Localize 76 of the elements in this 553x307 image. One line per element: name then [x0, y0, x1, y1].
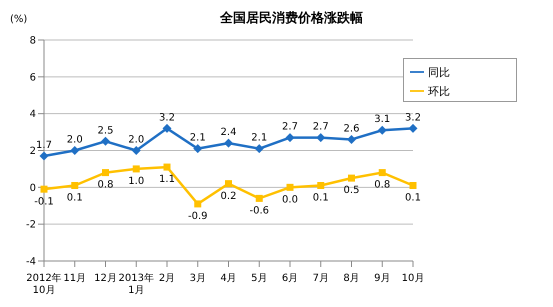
point — [71, 182, 78, 189]
data-label: 1.0 — [128, 176, 144, 188]
data-label: 2.0 — [128, 134, 144, 146]
data-label: 2.6 — [344, 123, 360, 134]
point — [286, 133, 294, 142]
point — [410, 182, 416, 189]
x-tick-label: 6月 — [282, 273, 298, 284]
point — [70, 146, 80, 155]
data-label: 0.1 — [66, 192, 83, 204]
point — [40, 152, 48, 161]
point — [102, 169, 109, 176]
x-tick-label: 2012年 10月 — [26, 272, 62, 296]
data-label: 2.7 — [312, 122, 329, 133]
y-tick-label: 0 — [30, 182, 36, 194]
point — [224, 138, 233, 148]
point — [378, 126, 387, 135]
point — [256, 194, 263, 202]
y-tick-label: 6 — [30, 72, 36, 84]
point — [254, 144, 264, 154]
point — [378, 169, 386, 176]
point — [132, 165, 140, 172]
legend-label: 同比 — [428, 66, 450, 79]
y-tick-label: -4 — [26, 256, 36, 268]
data-label: 2.5 — [98, 125, 114, 136]
data-label: 0.0 — [282, 194, 298, 206]
point — [317, 182, 324, 189]
x-tick-label: 2013年 1月 — [118, 272, 154, 296]
y-axis-title: (%) — [10, 14, 28, 25]
data-label: 0.2 — [220, 190, 236, 202]
data-label: 3.2 — [159, 112, 175, 124]
data-label: 1.7 — [36, 140, 52, 152]
data-label: -0.1 — [34, 196, 54, 208]
x-tick-label: 8月 — [343, 273, 360, 284]
data-label: 2.4 — [220, 127, 236, 138]
y-tick-label: 4 — [30, 109, 36, 120]
x-tick-label: 12月 — [94, 273, 117, 284]
data-label: 2.1 — [251, 132, 268, 144]
legend-label: 环比 — [428, 85, 450, 98]
point — [408, 124, 418, 133]
point — [193, 144, 202, 154]
x-tick-label: 5月 — [251, 273, 268, 284]
point — [348, 174, 355, 182]
y-tick-label: 2 — [30, 146, 36, 158]
data-label: 0.5 — [344, 185, 360, 196]
point — [286, 184, 294, 191]
data-label: -0.6 — [249, 205, 270, 216]
chart-title: 全国居民消费价格涨跌幅 — [220, 11, 363, 26]
data-label: -0.9 — [188, 211, 208, 222]
data-label: 2.0 — [66, 134, 83, 146]
data-label: 0.1 — [312, 192, 329, 204]
point — [164, 164, 170, 171]
point — [132, 146, 141, 155]
x-tick-label: 9月 — [374, 273, 390, 284]
point — [316, 133, 326, 142]
data-label: 2.1 — [190, 132, 206, 144]
data-label: 0.8 — [98, 180, 114, 191]
point — [101, 136, 110, 146]
data-label: 1.1 — [159, 174, 175, 186]
data-label: 0.8 — [374, 180, 390, 191]
point — [40, 186, 48, 193]
point — [347, 134, 356, 144]
point — [225, 180, 232, 188]
x-tick-label: 10月 — [402, 273, 424, 284]
y-tick-label: -2 — [26, 220, 36, 231]
x-tick-label: 3月 — [190, 273, 206, 284]
data-label: 3.1 — [374, 114, 390, 126]
point — [194, 200, 202, 208]
x-tick-label: 7月 — [312, 273, 329, 284]
data-label: 2.7 — [282, 122, 298, 133]
point — [162, 124, 172, 133]
x-tick-label: 4月 — [220, 273, 237, 284]
data-label: 0.1 — [405, 192, 421, 204]
y-tick-label: 8 — [30, 36, 36, 47]
x-tick-label: 11月 — [63, 273, 86, 284]
data-label: 3.2 — [405, 112, 421, 124]
x-tick-label: 2月 — [158, 273, 176, 284]
